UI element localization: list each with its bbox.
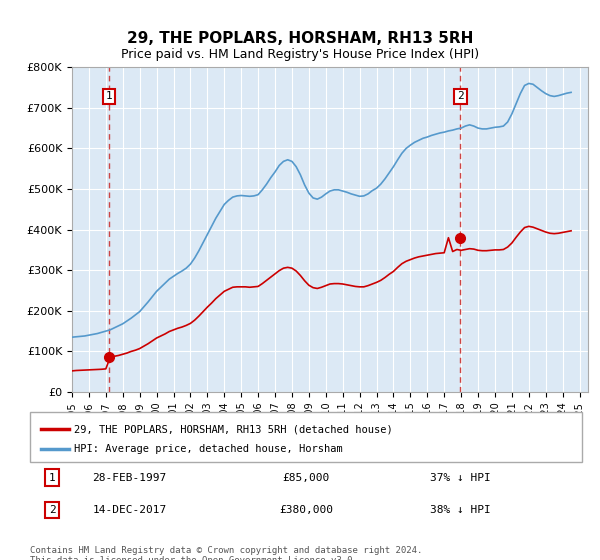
Text: 28-FEB-1997: 28-FEB-1997 [92, 473, 166, 483]
Text: 37% ↓ HPI: 37% ↓ HPI [430, 473, 491, 483]
Text: 38% ↓ HPI: 38% ↓ HPI [430, 505, 491, 515]
Text: 14-DEC-2017: 14-DEC-2017 [92, 505, 166, 515]
Text: £380,000: £380,000 [279, 505, 333, 515]
Text: Price paid vs. HM Land Registry's House Price Index (HPI): Price paid vs. HM Land Registry's House … [121, 48, 479, 60]
Text: 2: 2 [457, 91, 464, 101]
Text: 1: 1 [49, 473, 55, 483]
Text: £85,000: £85,000 [283, 473, 329, 483]
Text: Contains HM Land Registry data © Crown copyright and database right 2024.
This d: Contains HM Land Registry data © Crown c… [30, 546, 422, 560]
FancyBboxPatch shape [30, 412, 582, 462]
Text: 29, THE POPLARS, HORSHAM, RH13 5RH: 29, THE POPLARS, HORSHAM, RH13 5RH [127, 31, 473, 46]
Text: 2: 2 [49, 505, 55, 515]
Text: 1: 1 [105, 91, 112, 101]
Text: HPI: Average price, detached house, Horsham: HPI: Average price, detached house, Hors… [74, 445, 343, 454]
Text: 29, THE POPLARS, HORSHAM, RH13 5RH (detached house): 29, THE POPLARS, HORSHAM, RH13 5RH (deta… [74, 424, 393, 434]
